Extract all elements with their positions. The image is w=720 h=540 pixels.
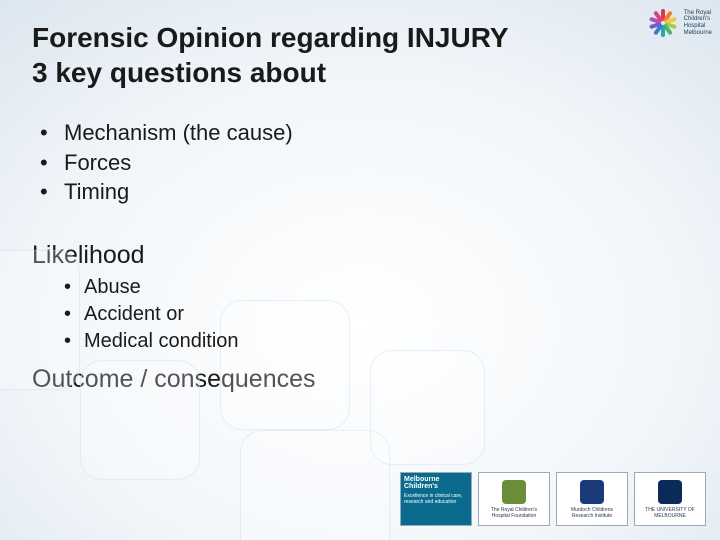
sub-bullet-item: Accident or [64, 301, 688, 328]
title-line-2: 3 key questions about [32, 57, 326, 88]
outcome-heading: Outcome / consequences [32, 365, 688, 394]
footer-logo-graphic-icon [502, 480, 526, 504]
footer-logo-card: The Royal Children's Hospital Foundation [478, 472, 550, 526]
footer-logo-strip: Melbourne Children's Excellence in clinic… [400, 472, 706, 526]
footer-logo-title: Melbourne Children's [404, 476, 468, 490]
sub-bullet-item: Abuse [64, 274, 688, 301]
logo-text-line: Hospital [684, 23, 712, 30]
footer-logo-card: Melbourne Children's Excellence in clinic… [400, 472, 472, 526]
footer-logo-graphic-icon [658, 480, 682, 504]
main-bullet-item: Mechanism (the cause) [40, 118, 688, 148]
footer-logo-card: THE UNIVERSITY OF MELBOURNE [634, 472, 706, 526]
sub-bullet-item: Medical condition [64, 328, 688, 355]
footer-logo-title: Murdoch Childrens Research Institute [560, 507, 624, 519]
title-line-1: Forensic Opinion regarding INJURY [32, 22, 509, 53]
main-bullet-list: Mechanism (the cause) Forces Timing [40, 118, 688, 207]
hospital-logo-text: The Royal Children's Hospital Melbourne [684, 10, 712, 36]
main-bullet-item: Forces [40, 148, 688, 178]
logo-text-line: Children's [684, 16, 712, 23]
footer-logo-sub: Excellence in clinical care, research an… [404, 493, 468, 505]
footer-logo-title: THE UNIVERSITY OF MELBOURNE [638, 507, 702, 519]
footer-logo-title: The Royal Children's Hospital Foundation [482, 507, 546, 519]
likelihood-heading: Likelihood [32, 241, 688, 270]
logo-text-line: The Royal [684, 10, 712, 17]
footer-logo-graphic-icon [580, 480, 604, 504]
sub-bullet-list: Abuse Accident or Medical condition [64, 274, 688, 355]
slide-title: Forensic Opinion regarding INJURY 3 key … [32, 20, 688, 90]
bg-shape [240, 430, 390, 540]
petal-burst-icon [646, 6, 680, 40]
logo-text-line: Melbourne [684, 30, 712, 37]
main-bullet-item: Timing [40, 177, 688, 207]
slide-container: The Royal Children's Hospital Melbourne … [0, 0, 720, 540]
hospital-logo: The Royal Children's Hospital Melbourne [646, 6, 712, 40]
footer-logo-card: Murdoch Childrens Research Institute [556, 472, 628, 526]
